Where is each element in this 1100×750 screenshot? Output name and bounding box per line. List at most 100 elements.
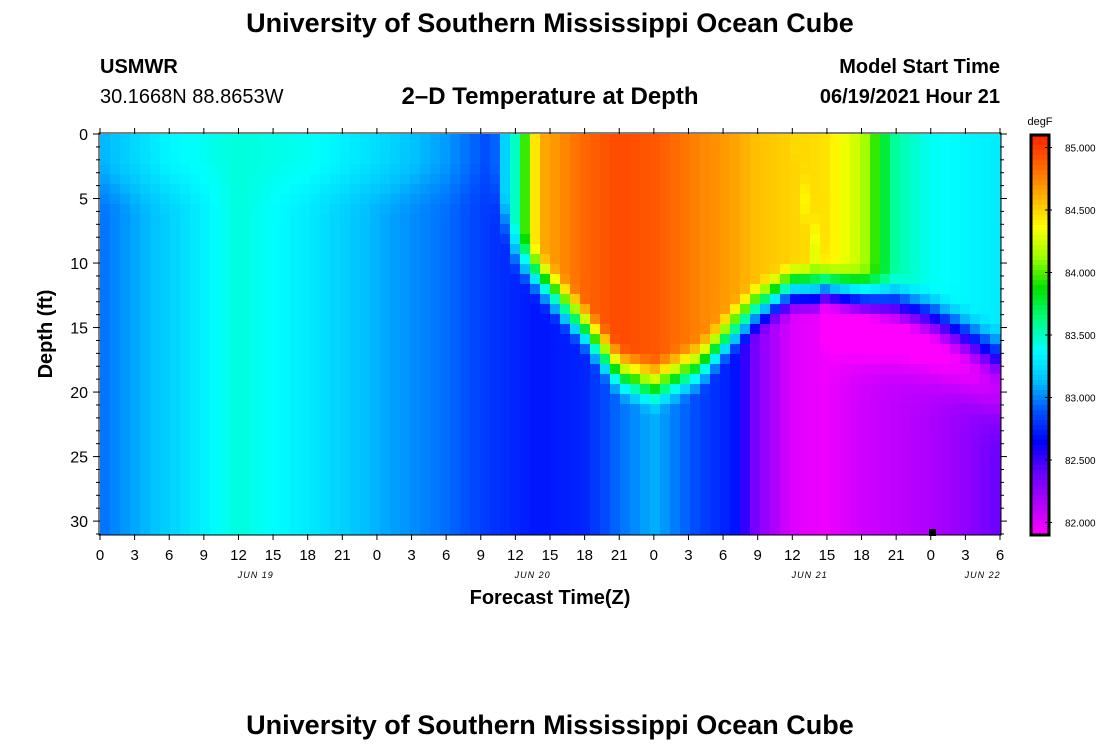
heatmap-cell: [160, 174, 171, 185]
heatmap-cell: [600, 184, 611, 195]
heatmap-cell: [150, 204, 161, 215]
heatmap-cell: [250, 144, 261, 155]
heatmap-cell: [200, 144, 211, 155]
heatmap-cell: [620, 424, 631, 435]
heatmap-cell: [960, 304, 971, 315]
heatmap-cell: [510, 204, 521, 215]
heatmap-cell: [610, 154, 621, 165]
heatmap-cell: [450, 464, 461, 475]
heatmap-cell: [810, 364, 821, 375]
heatmap-cell: [160, 414, 171, 425]
heatmap-cell: [410, 314, 421, 325]
heatmap-cell: [570, 284, 581, 295]
colorbar-segment: [1031, 330, 1049, 336]
heatmap-cell: [760, 424, 771, 435]
heatmap-cell: [220, 504, 231, 515]
heatmap-cell: [980, 374, 991, 385]
heatmap-cell: [820, 384, 831, 395]
heatmap-cell: [690, 334, 701, 345]
heatmap-cell: [190, 184, 201, 195]
heatmap-cell: [260, 344, 271, 355]
heatmap-cell: [230, 144, 241, 155]
heatmap-cell: [790, 194, 801, 205]
heatmap-cell: [200, 304, 211, 315]
heatmap-cell: [730, 464, 741, 475]
heatmap-cell: [660, 454, 671, 465]
heatmap-cell: [710, 504, 721, 515]
heatmap-cell: [500, 254, 511, 265]
heatmap-cell: [260, 154, 271, 165]
heatmap-cell: [690, 224, 701, 235]
heatmap-cell: [540, 364, 551, 375]
heatmap-cell: [860, 474, 871, 485]
heatmap-cell: [410, 364, 421, 375]
heatmap-cell: [800, 394, 811, 405]
heatmap-cell: [680, 384, 691, 395]
heatmap-cell: [560, 364, 571, 375]
heatmap-cell: [750, 384, 761, 395]
heatmap-cell: [170, 144, 181, 155]
heatmap-cell: [960, 244, 971, 255]
heatmap-cell: [930, 344, 941, 355]
heatmap-cell: [820, 414, 831, 425]
heatmap-cell: [650, 274, 661, 285]
heatmap-cell: [970, 254, 981, 265]
heatmap-cell: [270, 394, 281, 405]
heatmap-cell: [220, 174, 231, 185]
heatmap-cell: [730, 234, 741, 245]
heatmap-cell: [390, 374, 401, 385]
heatmap-cell: [280, 214, 291, 225]
heatmap-cell: [460, 144, 471, 155]
heatmap-cell: [820, 174, 831, 185]
heatmap-cell: [210, 354, 221, 365]
heatmap-cell: [640, 184, 651, 195]
heatmap-cell: [780, 444, 791, 455]
heatmap-cell: [110, 504, 121, 515]
heatmap-cell: [510, 484, 521, 495]
heatmap-cell: [370, 364, 381, 375]
heatmap-cell: [440, 204, 451, 215]
heatmap-cell: [950, 524, 961, 535]
heatmap-cell: [410, 424, 421, 435]
heatmap-cell: [840, 254, 851, 265]
heatmap-cell: [500, 224, 511, 235]
heatmap-cell: [240, 184, 251, 195]
heatmap-cell: [450, 184, 461, 195]
heatmap-cell: [530, 184, 541, 195]
colorbar-segment: [1031, 270, 1049, 276]
heatmap-cell: [250, 324, 261, 335]
heatmap-cell: [470, 284, 481, 295]
heatmap-cell: [720, 244, 731, 255]
heatmap-cell: [550, 384, 561, 395]
heatmap-cell: [250, 344, 261, 355]
heatmap-cell: [180, 134, 191, 145]
heatmap-cell: [950, 144, 961, 155]
heatmap-cell: [580, 204, 591, 215]
heatmap-cell: [130, 164, 141, 175]
heatmap-cell: [290, 184, 301, 195]
heatmap-cell: [990, 144, 1001, 155]
heatmap-cell: [680, 234, 691, 245]
heatmap-cell: [680, 444, 691, 455]
heatmap-cell: [470, 134, 481, 145]
heatmap-cell: [420, 484, 431, 495]
heatmap-cell: [230, 344, 241, 355]
heatmap-cell: [930, 194, 941, 205]
heatmap-cell: [490, 374, 501, 385]
heatmap-cell: [880, 214, 891, 225]
heatmap-cell: [970, 274, 981, 285]
heatmap-cell: [650, 294, 661, 305]
colorbar-segment: [1031, 275, 1049, 281]
heatmap-cell: [490, 314, 501, 325]
heatmap-cell: [240, 134, 251, 145]
heatmap-cell: [150, 324, 161, 335]
heatmap-cell: [850, 134, 861, 145]
heatmap-cell: [100, 194, 111, 205]
heatmap-cell: [490, 344, 501, 355]
heatmap-cell: [810, 484, 821, 495]
x-tick-label: 0: [96, 547, 104, 564]
heatmap-cell: [600, 274, 611, 285]
heatmap-cell: [650, 174, 661, 185]
heatmap-cell: [230, 164, 241, 175]
heatmap-cell: [420, 134, 431, 145]
